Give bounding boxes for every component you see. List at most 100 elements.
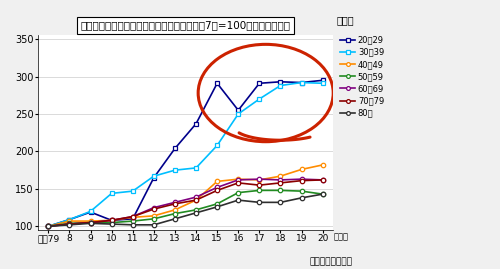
40～49 [256, 178, 262, 182]
20～29 [88, 210, 94, 214]
20～29 [193, 122, 199, 125]
60～69 [151, 206, 157, 209]
40～49 [130, 216, 136, 219]
80～ [298, 196, 304, 200]
40～49 [151, 214, 157, 217]
80～ [88, 222, 94, 225]
40～49 [320, 163, 326, 167]
50～59 [130, 220, 136, 223]
Legend: 20～29, 30～39, 40～49, 50～59, 60～69, 70～79, 80～: 20～29, 30～39, 40～49, 50～59, 60～69, 70～79… [340, 36, 384, 118]
80～ [256, 201, 262, 204]
40～49 [236, 178, 242, 181]
50～59 [108, 221, 114, 224]
70～79 [320, 178, 326, 182]
80～ [236, 199, 242, 202]
20～29 [46, 225, 52, 228]
80～ [151, 223, 157, 226]
60～69 [130, 215, 136, 218]
70～79 [236, 181, 242, 185]
60～69 [214, 186, 220, 189]
20～29 [108, 219, 114, 222]
30～39 [298, 81, 304, 84]
30～39 [256, 97, 262, 101]
40～49 [214, 180, 220, 183]
50～59 [172, 212, 178, 215]
Text: （年）: （年） [333, 232, 348, 241]
30～39 [193, 166, 199, 169]
70～79 [278, 181, 283, 185]
20～29 [66, 218, 72, 221]
50～59 [236, 191, 242, 194]
30～39 [151, 175, 157, 178]
40～49 [108, 219, 114, 222]
30～39 [88, 210, 94, 213]
60～69 [320, 178, 326, 182]
50～59 [214, 202, 220, 206]
70～79 [66, 222, 72, 226]
50～59 [66, 222, 72, 225]
20～29 [320, 79, 326, 82]
Line: 80～: 80～ [46, 192, 325, 229]
60～69 [278, 178, 283, 182]
30～39 [66, 218, 72, 221]
80～ [46, 225, 52, 228]
60～69 [256, 178, 262, 181]
70～79 [193, 199, 199, 202]
Text: ［横浜市統計書］: ［横浜市統計書］ [310, 257, 353, 266]
80～ [214, 205, 220, 208]
30～39 [130, 190, 136, 193]
20～29 [278, 80, 283, 83]
50～59 [46, 225, 52, 228]
Line: 50～59: 50～59 [46, 188, 325, 229]
70～79 [298, 179, 304, 182]
Title: 生活保護　年齢別被保護人員の増加率（平成7年=100）　［横浜市］: 生活保護 年齢別被保護人員の増加率（平成7年=100） ［横浜市］ [80, 20, 290, 30]
40～49 [278, 175, 283, 178]
30～39 [46, 225, 52, 228]
60～69 [46, 225, 52, 228]
40～49 [172, 208, 178, 211]
Line: 30～39: 30～39 [46, 80, 325, 229]
80～ [108, 222, 114, 226]
70～79 [130, 215, 136, 218]
20～29 [214, 82, 220, 85]
30～39 [320, 82, 326, 85]
Line: 70～79: 70～79 [46, 178, 325, 229]
70～79 [256, 183, 262, 187]
20～29 [151, 176, 157, 179]
70～79 [214, 189, 220, 192]
30～39 [214, 144, 220, 147]
40～49 [88, 220, 94, 223]
Line: 20～29: 20～29 [46, 78, 325, 229]
40～49 [66, 220, 72, 223]
Line: 60～69: 60～69 [46, 177, 325, 229]
80～ [193, 211, 199, 214]
80～ [320, 193, 326, 196]
80～ [66, 223, 72, 226]
80～ [130, 223, 136, 226]
50～59 [278, 189, 283, 192]
20～29 [172, 147, 178, 150]
30～39 [278, 84, 283, 87]
60～69 [66, 222, 72, 226]
20～29 [130, 217, 136, 221]
40～49 [298, 168, 304, 171]
30～39 [236, 112, 242, 116]
70～79 [88, 221, 94, 224]
40～49 [193, 199, 199, 202]
50～59 [298, 190, 304, 193]
30～39 [172, 169, 178, 172]
70～79 [108, 219, 114, 222]
60～69 [88, 221, 94, 224]
70～79 [151, 207, 157, 211]
60～69 [298, 178, 304, 181]
50～59 [320, 193, 326, 196]
Line: 40～49: 40～49 [46, 163, 325, 229]
80～ [172, 217, 178, 221]
60～69 [172, 201, 178, 204]
40～49 [46, 225, 52, 228]
60～69 [108, 219, 114, 222]
70～79 [172, 202, 178, 206]
20～29 [298, 81, 304, 84]
60～69 [236, 178, 242, 182]
50～59 [88, 221, 94, 224]
